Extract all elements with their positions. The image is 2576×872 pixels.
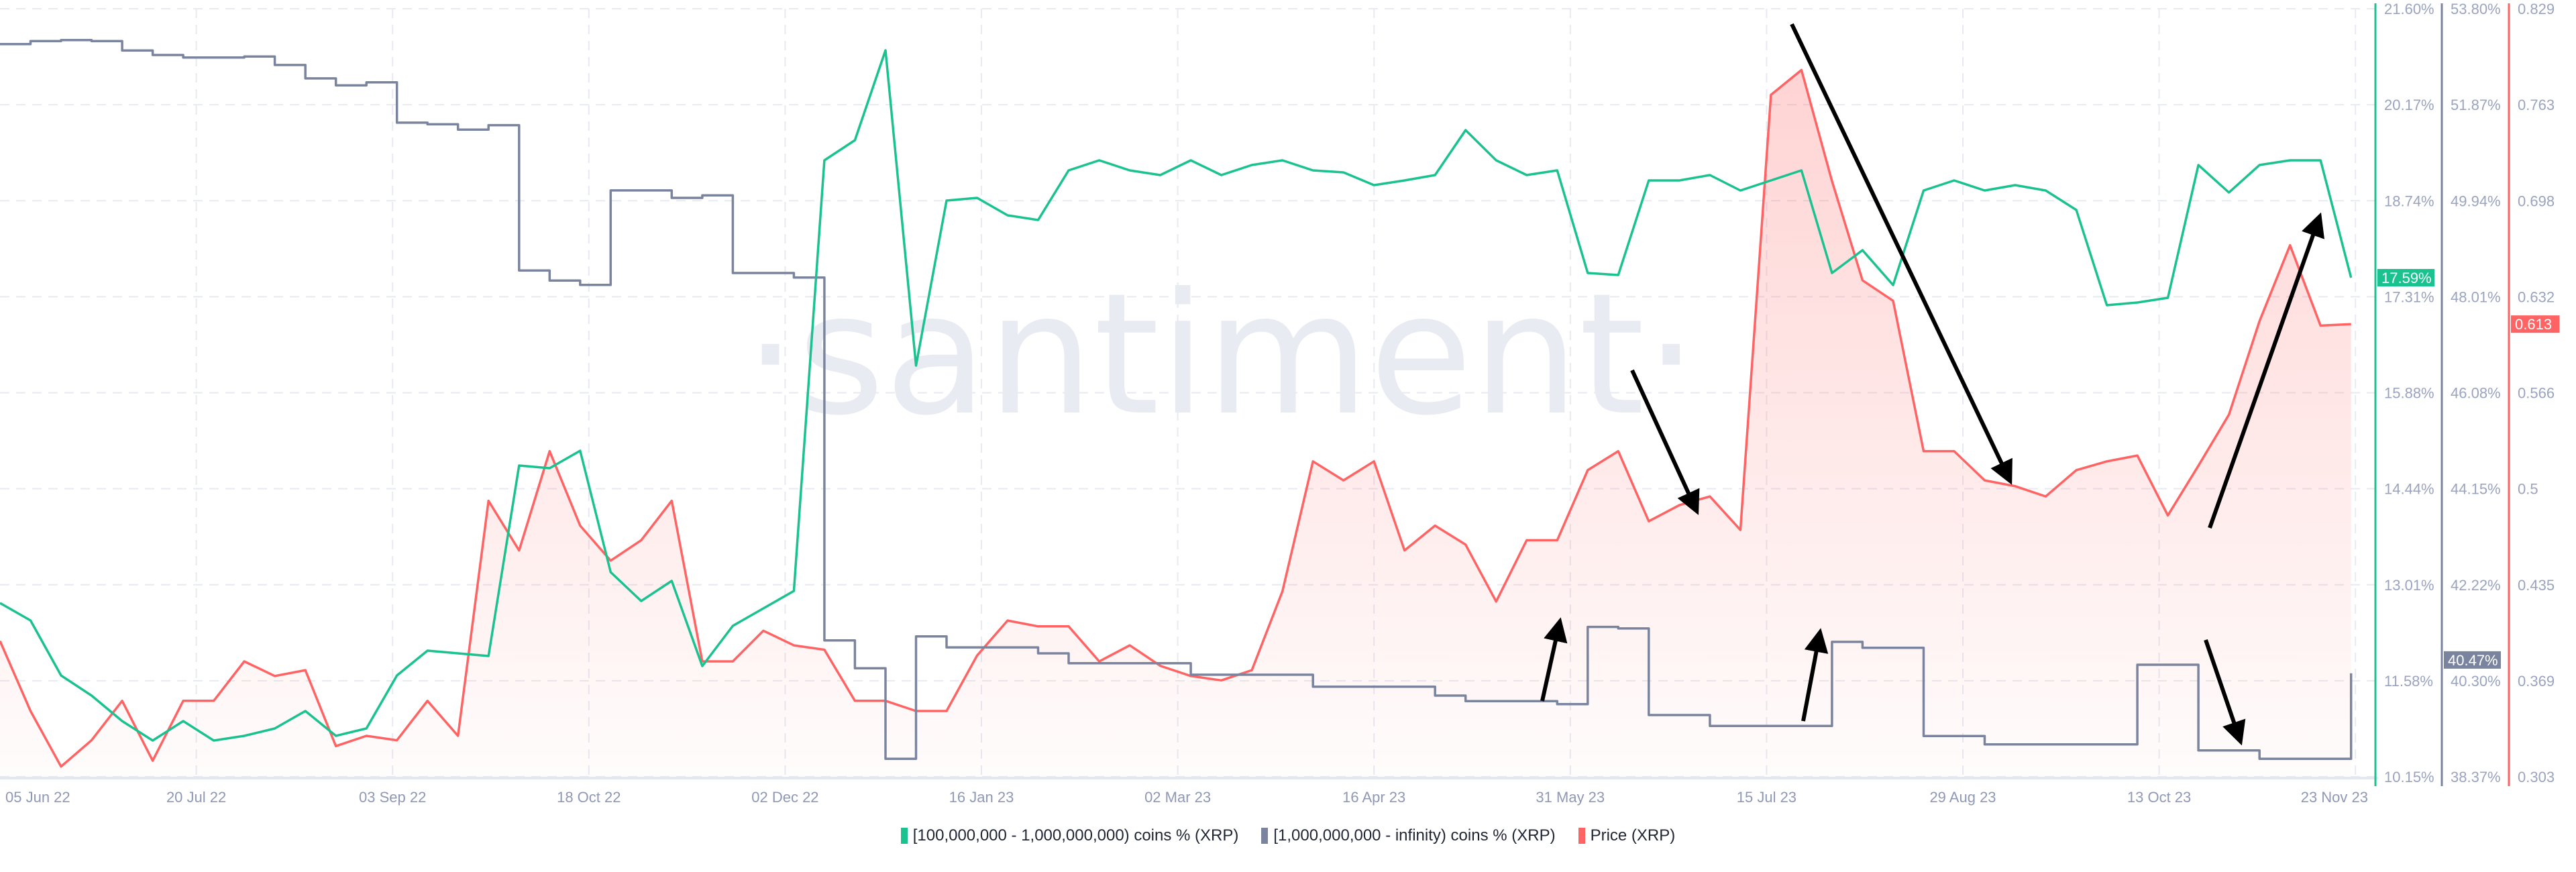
annotation-arrow-down (2204, 639, 2246, 746)
santiment-watermark: ·santiment· (744, 257, 1698, 452)
y-tick-label: 0.566 (2518, 385, 2555, 402)
price-area-fill (0, 70, 2351, 777)
x-tick-label: 16 Jan 23 (949, 789, 1014, 806)
y-tick-label: 0.435 (2518, 577, 2555, 594)
y-tick-label: 51.87% (2451, 97, 2501, 113)
annotation-arrows (1540, 23, 2324, 746)
y-tick-label: 0.303 (2518, 769, 2555, 785)
x-tick-label: 29 Aug 23 (1929, 789, 1996, 806)
legend-swatch-gray (1261, 828, 1269, 844)
last-value-badge (2444, 651, 2501, 669)
x-tick-label: 15 Jul 23 (1737, 789, 1796, 806)
legend-item-mid-holders[interactable]: [100,000,000 - 1,000,000,000) coins % (X… (900, 826, 1239, 845)
y-tick-label: 10.15% (2384, 769, 2434, 785)
x-tick-label: 03 Sep 22 (359, 789, 426, 806)
y-tick-label: 14.44% (2384, 481, 2434, 498)
x-tick-label: 20 Jul 22 (166, 789, 226, 806)
x-tick-label: 05 Jun 22 (5, 789, 70, 806)
y-tick-label: 0.369 (2518, 673, 2555, 690)
y-tick-label: 40.30% (2451, 673, 2501, 690)
y-tick-label: 20.17% (2384, 97, 2434, 113)
whales-series-line (0, 38, 2353, 761)
last-value-badge (2511, 315, 2560, 333)
y-tick-label: 44.15% (2451, 481, 2501, 498)
y-tick-label: 0.829 (2518, 1, 2555, 17)
y-tick-label: 11.58% (2384, 673, 2433, 690)
price-series-line (0, 68, 2351, 768)
legend-label: [100,000,000 - 1,000,000,000) coins % (X… (912, 826, 1239, 844)
x-tick-label: 13 Oct 23 (2127, 789, 2191, 806)
annotation-arrow-up (1801, 628, 1829, 722)
legend-label: Price (XRP) (1590, 826, 1676, 844)
y-tick-label: 18.74% (2384, 193, 2434, 209)
y-tick-label: 13.01% (2384, 577, 2434, 594)
legend-swatch-red (1578, 828, 1585, 844)
y-tick-label: 49.94% (2451, 193, 2501, 209)
x-tick-label: 02 Dec 22 (751, 789, 818, 806)
y-tick-label: 0.763 (2518, 97, 2555, 113)
x-tick-label: 02 Mar 23 (1144, 789, 1211, 806)
annotation-arrow-up (1540, 617, 1568, 702)
x-tick-label: 18 Oct 22 (557, 789, 621, 806)
y-tick-label: 42.22% (2451, 577, 2501, 594)
annotation-arrow-up (2208, 212, 2324, 529)
last-value-label: 40.47% (2448, 652, 2498, 669)
y-tick-label: 17.31% (2384, 288, 2434, 305)
annotation-arrow-down (1790, 23, 2012, 485)
last-value-label: 0.613 (2515, 316, 2552, 333)
mid-holders-series-line (0, 49, 2353, 742)
legend: [100,000,000 - 1,000,000,000) coins % (X… (0, 826, 2576, 845)
y-tick-label: 38.37% (2451, 769, 2501, 785)
y-tick-label: 48.01% (2451, 288, 2501, 305)
y-tick-label: 0.698 (2518, 193, 2555, 209)
y-tick-label: 46.08% (2451, 385, 2501, 402)
legend-label: [1,000,000,000 - infinity) coins % (XRP) (1273, 826, 1556, 844)
y-tick-label: 21.60% (2384, 1, 2434, 17)
last-value-badge (2377, 269, 2434, 286)
legend-item-whales[interactable]: [1,000,000,000 - infinity) coins % (XRP) (1261, 826, 1556, 845)
annotation-arrow-down (1630, 369, 1700, 515)
y-tick-label: 53.80% (2451, 1, 2501, 17)
y-tick-label: 0.5 (2518, 481, 2538, 498)
legend-swatch-green (900, 828, 908, 844)
legend-item-price[interactable]: Price (XRP) (1578, 826, 1676, 845)
x-tick-label: 16 Apr 23 (1342, 789, 1405, 806)
y-tick-label: 15.88% (2384, 385, 2434, 402)
x-tick-label: 23 Nov 23 (2301, 789, 2368, 806)
x-tick-label: 31 May 23 (1536, 789, 1605, 806)
last-value-label: 17.59% (2381, 270, 2432, 286)
y-tick-label: 0.632 (2518, 288, 2555, 305)
